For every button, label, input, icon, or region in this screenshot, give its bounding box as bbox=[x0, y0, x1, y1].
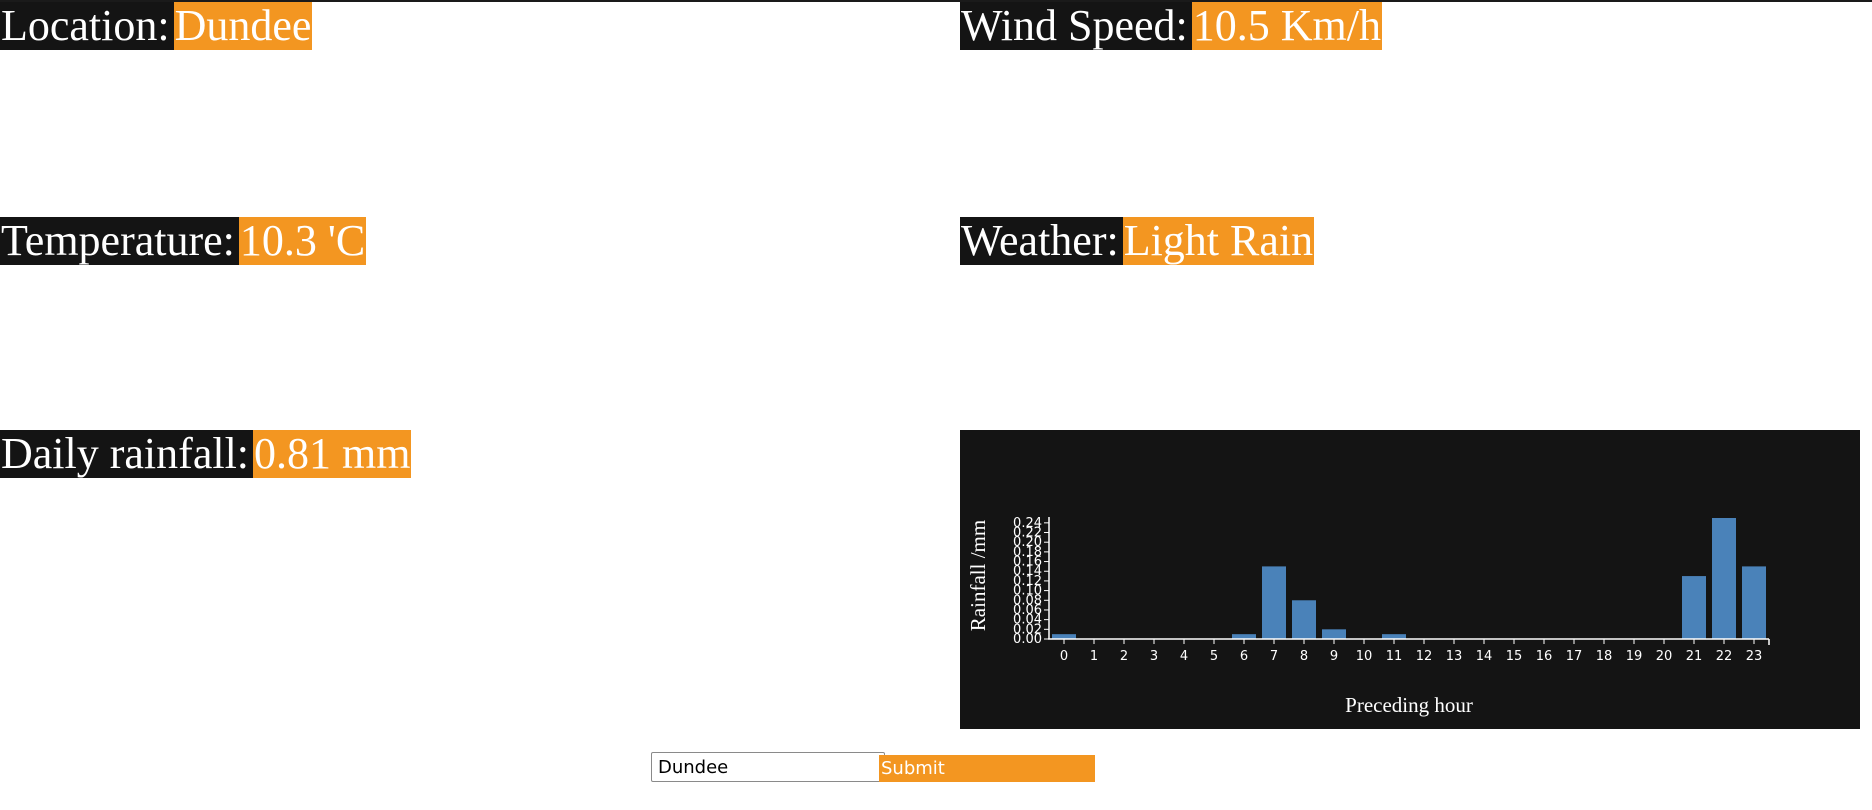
x-tick-label: 1 bbox=[1090, 649, 1098, 664]
location-label: Location: bbox=[0, 2, 174, 50]
location-value: Dundee bbox=[173, 1, 313, 50]
y-tick-label: 0.22 bbox=[1013, 526, 1042, 541]
y-tick-label: 0.18 bbox=[1013, 545, 1042, 560]
temperature-stat: Temperature: 10.3 'C bbox=[0, 216, 367, 265]
y-tick-label: 0.14 bbox=[1013, 564, 1042, 579]
rainfall-chart-panel: 0.00 0.02 0.04 0.06 0.08 0.10 0.12 0.14 0.16 0.18… bbox=[960, 430, 1860, 729]
y-tick-label: 0.20 bbox=[1013, 535, 1042, 550]
top-border bbox=[0, 0, 1872, 2]
wind-speed-label: Wind Speed: bbox=[960, 2, 1192, 50]
x-tick-label: 16 bbox=[1536, 649, 1553, 664]
wind-speed-value: 10.5 Km/h bbox=[1191, 1, 1382, 50]
city-input[interactable] bbox=[651, 752, 885, 782]
x-tick-label: 10 bbox=[1356, 649, 1373, 664]
rainfall-bar bbox=[1052, 634, 1076, 639]
daily-rainfall-stat: Daily rainfall: 0.81 mm bbox=[0, 429, 412, 478]
y-tick-label: 0.24 bbox=[1013, 516, 1042, 531]
x-tick-label: 2 bbox=[1120, 649, 1128, 664]
y-tick-label: 0.12 bbox=[1013, 574, 1042, 589]
x-tick-label: 20 bbox=[1656, 649, 1673, 664]
weather-stat: Weather: Light Rain bbox=[960, 216, 1315, 265]
x-tick-label: 13 bbox=[1446, 649, 1463, 664]
y-tick-label: 0.06 bbox=[1013, 603, 1042, 618]
daily-rainfall-label: Daily rainfall: bbox=[0, 430, 254, 478]
x-tick-label: 5 bbox=[1210, 649, 1218, 664]
y-tick-label: 0.10 bbox=[1013, 584, 1042, 599]
x-tick-label: 11 bbox=[1386, 649, 1403, 664]
submit-button[interactable]: Submit bbox=[879, 755, 1095, 782]
weather-label: Weather: bbox=[960, 217, 1123, 265]
rainfall-bar bbox=[1292, 600, 1316, 639]
x-tick-label: 8 bbox=[1300, 649, 1308, 664]
y-tick-label: 0.16 bbox=[1013, 555, 1042, 570]
y-tick-label: 0.04 bbox=[1013, 613, 1042, 628]
x-tick-label: 23 bbox=[1746, 649, 1763, 664]
x-axis-title: Preceding hour bbox=[1345, 693, 1473, 717]
daily-rainfall-value: 0.81 mm bbox=[253, 429, 412, 478]
rainfall-bar bbox=[1322, 629, 1346, 639]
y-tick-label: 0.08 bbox=[1013, 593, 1042, 608]
y-axis-title: Rainfall /mm bbox=[966, 520, 990, 631]
rainfall-chart: 0.000.020.040.060.080.100.120.140.160.18… bbox=[966, 516, 1770, 717]
rainfall-bar bbox=[1742, 566, 1766, 639]
x-tick-label: 14 bbox=[1476, 649, 1493, 664]
x-tick-label: 0 bbox=[1060, 649, 1068, 664]
rainfall-bar bbox=[1262, 566, 1286, 639]
x-tick-label: 22 bbox=[1716, 649, 1733, 664]
rainfall-bar bbox=[1682, 576, 1706, 639]
rainfall-bar bbox=[1382, 634, 1406, 639]
x-tick-label: 15 bbox=[1506, 649, 1523, 664]
y-tick-label: 0.02 bbox=[1013, 622, 1042, 637]
rainfall-bar bbox=[1232, 634, 1256, 639]
location-stat: Location: Dundee bbox=[0, 1, 313, 50]
x-tick-label: 21 bbox=[1686, 649, 1703, 664]
x-tick-label: 3 bbox=[1150, 649, 1158, 664]
x-tick-label: 17 bbox=[1566, 649, 1583, 664]
temperature-value: 10.3 'C bbox=[238, 216, 367, 265]
x-tick-label: 12 bbox=[1416, 649, 1433, 664]
x-tick-label: 6 bbox=[1240, 649, 1248, 664]
y-tick-label: 0.00 bbox=[1013, 632, 1042, 647]
x-tick-label: 9 bbox=[1330, 649, 1338, 664]
x-tick-label: 7 bbox=[1270, 649, 1278, 664]
temperature-label: Temperature: bbox=[0, 217, 239, 265]
x-tick-label: 19 bbox=[1626, 649, 1643, 664]
weather-value: Light Rain bbox=[1122, 216, 1315, 265]
x-tick-label: 18 bbox=[1596, 649, 1613, 664]
x-tick-label: 4 bbox=[1180, 649, 1188, 664]
rainfall-bar bbox=[1712, 518, 1736, 639]
wind-speed-stat: Wind Speed: 10.5 Km/h bbox=[960, 2, 1382, 50]
